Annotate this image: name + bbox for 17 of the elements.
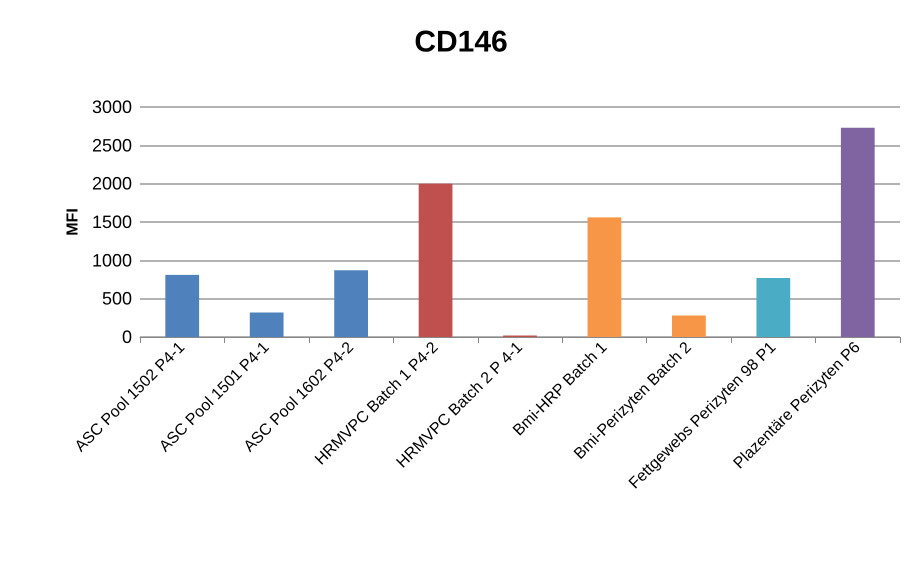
bar — [418, 184, 452, 337]
y-axis-title: MFI — [64, 208, 82, 236]
bar — [840, 128, 875, 337]
bar — [250, 312, 284, 337]
bar — [672, 316, 706, 337]
y-tick-label: 1500 — [92, 212, 132, 232]
y-tick-label: 2000 — [92, 174, 132, 194]
bar — [165, 274, 200, 337]
y-tick-label: 0 — [122, 327, 132, 347]
y-tick-label: 2500 — [92, 135, 132, 156]
chart-title: CD146 — [414, 26, 508, 58]
bar — [334, 270, 368, 337]
bar — [756, 278, 790, 337]
y-tick-label: 1000 — [92, 250, 132, 270]
y-tick-label: 500 — [102, 288, 132, 309]
bar — [588, 217, 622, 337]
y-tick-label: 3000 — [92, 97, 132, 117]
